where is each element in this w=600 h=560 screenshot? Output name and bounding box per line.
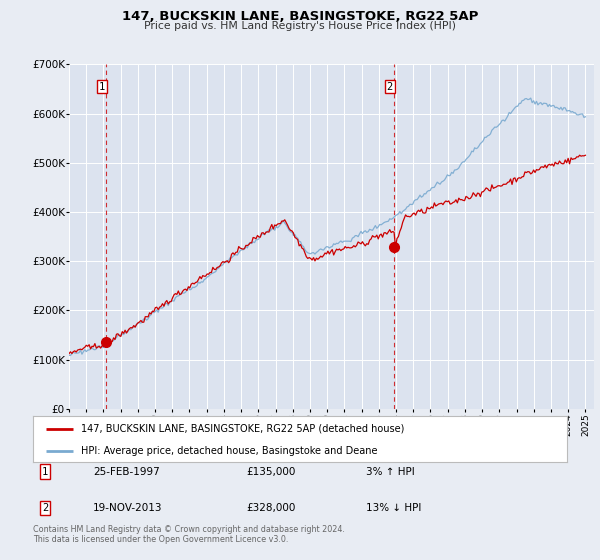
Text: 2: 2: [387, 82, 393, 91]
Text: 147, BUCKSKIN LANE, BASINGSTOKE, RG22 5AP: 147, BUCKSKIN LANE, BASINGSTOKE, RG22 5A…: [122, 10, 478, 23]
Text: 3% ↑ HPI: 3% ↑ HPI: [366, 466, 415, 477]
Text: £135,000: £135,000: [246, 466, 295, 477]
Text: 25-FEB-1997: 25-FEB-1997: [93, 466, 160, 477]
Text: 147, BUCKSKIN LANE, BASINGSTOKE, RG22 5AP (detached house): 147, BUCKSKIN LANE, BASINGSTOKE, RG22 5A…: [81, 424, 404, 434]
Text: 2: 2: [42, 503, 48, 513]
Text: HPI: Average price, detached house, Basingstoke and Deane: HPI: Average price, detached house, Basi…: [81, 446, 377, 455]
Text: Price paid vs. HM Land Registry's House Price Index (HPI): Price paid vs. HM Land Registry's House …: [144, 21, 456, 31]
Text: 13% ↓ HPI: 13% ↓ HPI: [366, 503, 421, 513]
Text: 19-NOV-2013: 19-NOV-2013: [93, 503, 163, 513]
Text: Contains HM Land Registry data © Crown copyright and database right 2024.
This d: Contains HM Land Registry data © Crown c…: [33, 525, 345, 544]
Text: £328,000: £328,000: [246, 503, 295, 513]
Text: 1: 1: [98, 82, 104, 91]
Text: 1: 1: [42, 466, 48, 477]
